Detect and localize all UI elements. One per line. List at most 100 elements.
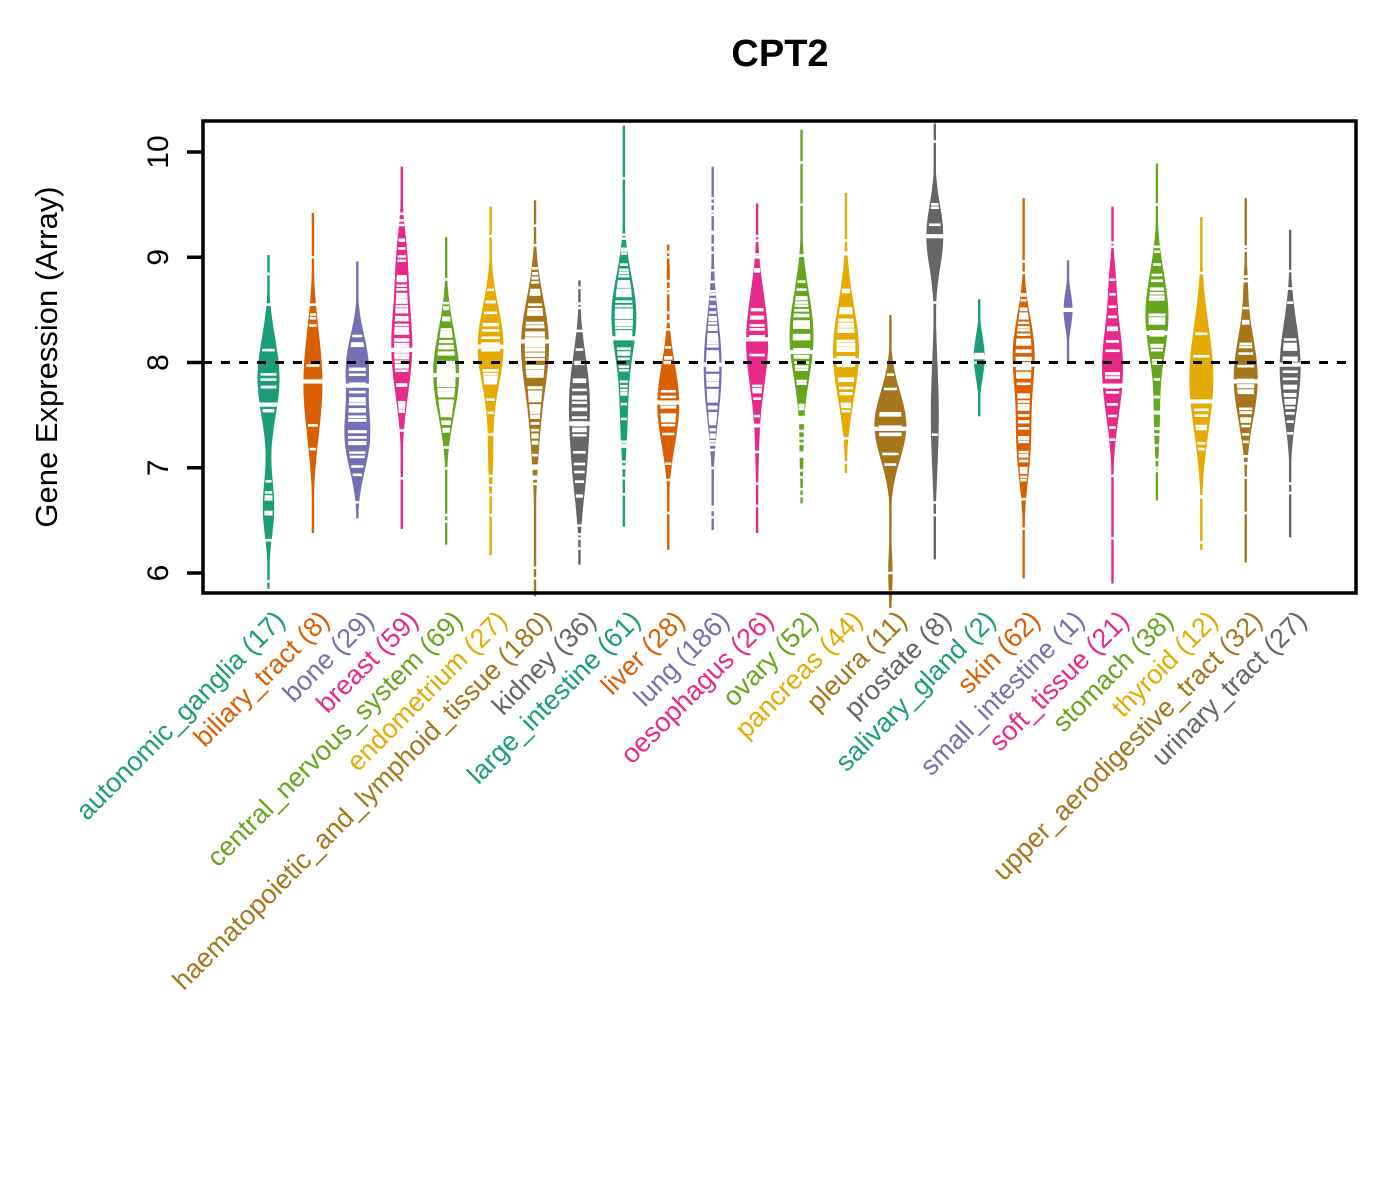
- data-point-mark: [576, 533, 583, 536]
- data-point-mark: [709, 232, 716, 235]
- data-point-mark: [1109, 474, 1116, 478]
- data-point-mark: [571, 401, 588, 404]
- data-point-mark: [531, 576, 539, 580]
- data-point-mark: [395, 300, 408, 303]
- data-point-mark: [398, 219, 406, 222]
- data-point-mark: [532, 475, 539, 479]
- data-point-mark: [397, 400, 406, 404]
- data-point-mark: [1285, 412, 1295, 415]
- data-point-mark: [706, 365, 720, 369]
- data-point-mark: [841, 288, 850, 292]
- data-point-mark: [394, 326, 410, 330]
- data-point-mark: [1109, 241, 1116, 244]
- data-point-mark: [798, 469, 805, 472]
- data-point-mark: [754, 424, 761, 428]
- data-point-mark: [437, 353, 455, 356]
- data-point-mark: [571, 397, 587, 400]
- data-point-mark: [1283, 348, 1298, 351]
- data-point-mark: [348, 419, 367, 422]
- data-point-mark: [1018, 314, 1029, 318]
- data-point-mark: [398, 403, 406, 407]
- data-point-mark: [528, 395, 542, 399]
- data-point-mark: [619, 263, 628, 266]
- data-point-mark: [1283, 384, 1298, 388]
- bean-average-line: [476, 344, 506, 349]
- data-point-mark: [532, 482, 539, 486]
- data-point-mark: [665, 288, 672, 291]
- data-point-mark: [525, 366, 545, 369]
- data-point-mark: [398, 247, 406, 250]
- violin-stomach: [1144, 163, 1169, 501]
- data-point-mark: [396, 284, 408, 288]
- data-point-mark: [436, 378, 456, 381]
- violin-breast: [389, 166, 414, 529]
- data-point-mark: [484, 381, 497, 385]
- data-point-mark: [1152, 362, 1162, 365]
- data-point-mark: [665, 478, 672, 482]
- data-point-mark: [482, 369, 499, 372]
- data-point-mark: [348, 408, 367, 411]
- data-point-mark: [1019, 471, 1028, 475]
- data-point-mark: [707, 406, 718, 409]
- data-point-mark: [709, 422, 717, 426]
- data-point-mark: [660, 414, 676, 418]
- data-point-mark: [525, 321, 545, 325]
- data-point-mark: [1153, 458, 1160, 462]
- data-point-mark: [481, 348, 500, 352]
- data-point-mark: [524, 344, 546, 348]
- data-point-mark: [1109, 278, 1116, 282]
- data-point-mark: [397, 255, 406, 258]
- data-point-mark: [1283, 386, 1298, 390]
- data-point-mark: [1020, 298, 1027, 302]
- data-point-mark: [706, 375, 720, 379]
- data-point-mark: [1197, 447, 1205, 451]
- data-point-mark: [348, 367, 366, 371]
- violin-thyroid: [1188, 217, 1214, 550]
- data-point-mark: [527, 386, 543, 389]
- data-point-mark: [1109, 426, 1116, 429]
- data-point-mark: [707, 328, 718, 332]
- bean-average-line: [1101, 383, 1124, 388]
- data-point-mark: [1242, 440, 1249, 444]
- data-point-mark: [664, 255, 672, 259]
- bean-average-line: [1188, 399, 1214, 404]
- data-point-mark: [1148, 313, 1166, 317]
- violin-central_nervous_system: [431, 237, 461, 545]
- data-point-mark: [1283, 338, 1297, 341]
- data-point-mark: [663, 361, 673, 364]
- data-point-mark: [1018, 317, 1029, 320]
- data-point-mark: [348, 436, 367, 439]
- data-point-mark: [530, 421, 540, 425]
- data-point-mark: [1020, 475, 1028, 479]
- data-point-mark: [841, 290, 851, 294]
- data-point-mark: [525, 364, 545, 368]
- bean-density-shape: [1102, 206, 1123, 584]
- data-point-mark: [620, 384, 628, 388]
- data-point-mark: [1237, 389, 1255, 392]
- data-point-mark: [264, 498, 273, 501]
- data-point-mark: [614, 308, 633, 312]
- x-axis-labels: autonomic_ganglia (17)biliary_tract (8)b…: [70, 605, 1312, 996]
- data-point-mark: [709, 516, 716, 519]
- data-point-mark: [662, 432, 675, 436]
- data-point-mark: [260, 373, 277, 376]
- data-point-mark: [879, 411, 902, 415]
- data-point-mark: [1197, 271, 1205, 275]
- data-point-mark: [886, 571, 894, 575]
- data-point-mark: [396, 295, 408, 299]
- data-point-mark: [706, 391, 719, 394]
- data-point-mark: [798, 451, 805, 455]
- data-point-mark: [793, 320, 810, 323]
- data-point-mark: [709, 439, 716, 443]
- data-point-mark: [487, 474, 494, 478]
- data-point-mark: [439, 333, 453, 336]
- data-point-mark: [439, 408, 453, 412]
- bean-average-line: [972, 355, 987, 360]
- data-point-mark: [1238, 352, 1254, 355]
- data-point-mark: [793, 354, 810, 358]
- data-point-mark: [487, 433, 494, 436]
- data-point-mark: [614, 316, 633, 319]
- data-point-mark: [576, 286, 583, 290]
- data-point-mark: [531, 428, 539, 432]
- data-point-mark: [620, 460, 627, 464]
